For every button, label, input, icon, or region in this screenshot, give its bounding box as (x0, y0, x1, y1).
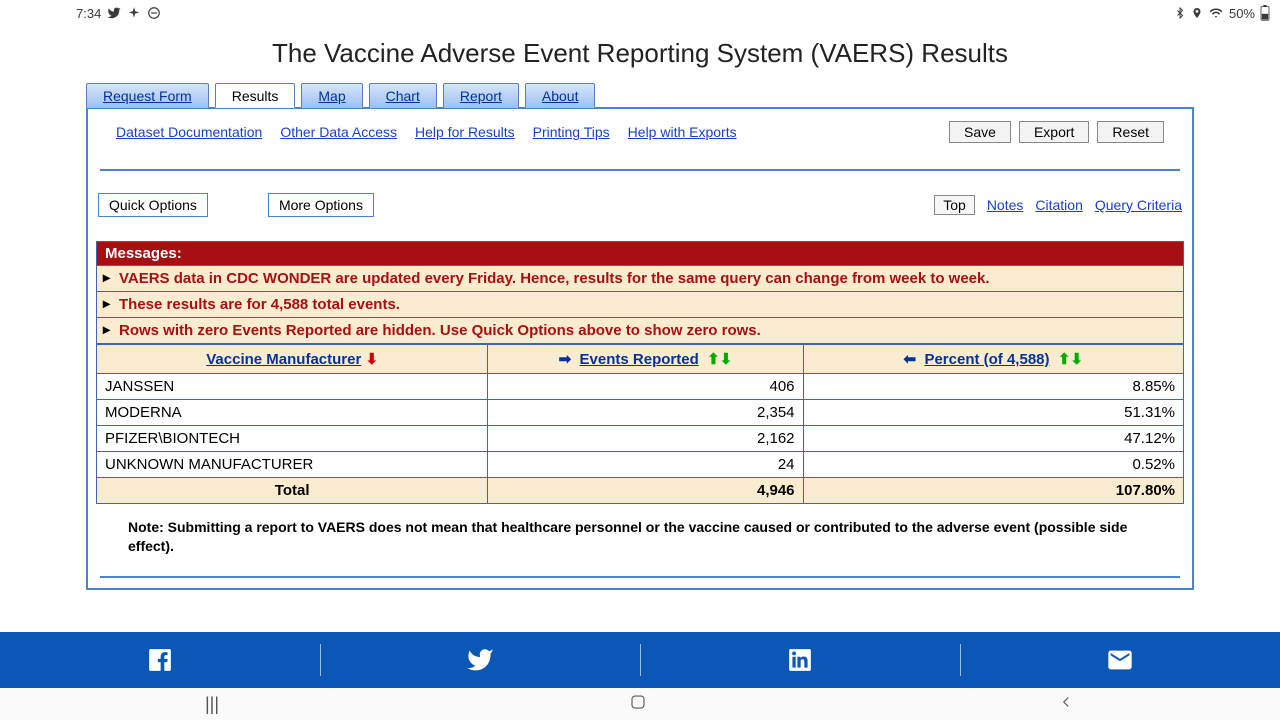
link-notes[interactable]: Notes (987, 197, 1024, 213)
battery-icon (1260, 5, 1270, 21)
sort-down-icon[interactable]: ⬇ (720, 351, 733, 368)
results-table: Vaccine Manufacturer ⬇ ➡ Events Reported… (96, 344, 1184, 504)
yelp-notif-icon (127, 6, 141, 20)
cell-pct: 47.12% (803, 426, 1183, 452)
arrow-left-icon[interactable]: ⬅ (904, 351, 917, 368)
col-events[interactable]: Events Reported (580, 351, 699, 368)
total-pct: 107.80% (803, 478, 1183, 504)
cell-pct: 51.31% (803, 400, 1183, 426)
total-label: Total (97, 478, 488, 504)
cell-events: 2,162 (488, 426, 803, 452)
table-row: MODERNA2,35451.31% (97, 400, 1184, 426)
top-button[interactable]: Top (934, 195, 975, 215)
link-help[interactable]: Help for Results (415, 124, 515, 140)
cell-label: MODERNA (97, 400, 488, 426)
message-row: Rows with zero Events Reported are hidde… (96, 318, 1184, 344)
message-row: VAERS data in CDC WONDER are updated eve… (96, 266, 1184, 292)
tabs: Request Form Results Map Chart Report Ab… (86, 83, 1194, 108)
results-panel: Dataset Documentation Other Data Access … (86, 107, 1194, 590)
link-criteria[interactable]: Query Criteria (1095, 197, 1182, 213)
share-bar (0, 632, 1280, 688)
link-other[interactable]: Other Data Access (280, 124, 397, 140)
status-time: 7:34 (76, 6, 101, 21)
cell-label: UNKNOWN MANUFACTURER (97, 452, 488, 478)
android-nav-bar: ||| (0, 688, 1280, 720)
link-printing[interactable]: Printing Tips (533, 124, 610, 140)
cell-pct: 8.85% (803, 374, 1183, 400)
status-bar: 7:34 50% (0, 0, 1280, 26)
nav-home-icon[interactable] (629, 693, 647, 716)
table-row: PFIZER\BIONTECH2,16247.12% (97, 426, 1184, 452)
link-dataset[interactable]: Dataset Documentation (116, 124, 262, 140)
save-button[interactable]: Save (949, 121, 1011, 143)
table-row: UNKNOWN MANUFACTURER240.52% (97, 452, 1184, 478)
more-options-button[interactable]: More Options (268, 193, 374, 217)
nav-back-icon[interactable] (1057, 693, 1075, 716)
cell-events: 406 (488, 374, 803, 400)
nav-recent-icon[interactable]: ||| (205, 694, 219, 715)
cell-label: PFIZER\BIONTECH (97, 426, 488, 452)
sort-down-icon[interactable]: ⬇ (365, 351, 378, 368)
tab-about[interactable]: About (525, 83, 596, 108)
arrow-right-icon[interactable]: ➡ (559, 351, 572, 368)
share-linkedin[interactable] (640, 632, 960, 688)
footnote: Note: Submitting a report to VAERS does … (96, 504, 1184, 560)
reset-button[interactable]: Reset (1097, 121, 1164, 143)
share-facebook[interactable] (0, 632, 320, 688)
cell-pct: 0.52% (803, 452, 1183, 478)
sort-up-icon[interactable]: ⬆ (1058, 351, 1071, 368)
share-twitter[interactable] (320, 632, 640, 688)
total-events: 4,946 (488, 478, 803, 504)
quick-options-button[interactable]: Quick Options (98, 193, 208, 217)
cell-label: JANSSEN (97, 374, 488, 400)
twitter-notif-icon (107, 6, 121, 20)
table-row: JANSSEN4068.85% (97, 374, 1184, 400)
dnd-icon (147, 6, 161, 20)
sort-up-icon[interactable]: ⬆ (707, 351, 720, 368)
link-citation[interactable]: Citation (1035, 197, 1082, 213)
cell-events: 2,354 (488, 400, 803, 426)
page-title: The Vaccine Adverse Event Reporting Syst… (0, 26, 1280, 83)
tab-map[interactable]: Map (301, 83, 362, 108)
tab-request[interactable]: Request Form (86, 83, 209, 108)
col-percent[interactable]: Percent (of 4,588) (924, 351, 1049, 368)
messages-header: Messages: (96, 241, 1184, 266)
table-total-row: Total4,946107.80% (97, 478, 1184, 504)
wifi-icon (1208, 6, 1224, 20)
cell-events: 24 (488, 452, 803, 478)
tab-results[interactable]: Results (215, 83, 296, 108)
col-manufacturer[interactable]: Vaccine Manufacturer (206, 351, 361, 368)
tab-chart[interactable]: Chart (369, 83, 437, 108)
location-icon (1191, 6, 1203, 20)
link-exports[interactable]: Help with Exports (628, 124, 737, 140)
bluetooth-icon (1174, 6, 1186, 20)
tab-report[interactable]: Report (443, 83, 519, 108)
sort-down-icon[interactable]: ⬇ (1070, 351, 1083, 368)
battery-pct: 50% (1229, 6, 1255, 21)
share-email[interactable] (960, 632, 1280, 688)
message-row: These results are for 4,588 total events… (96, 292, 1184, 318)
export-button[interactable]: Export (1019, 121, 1089, 143)
